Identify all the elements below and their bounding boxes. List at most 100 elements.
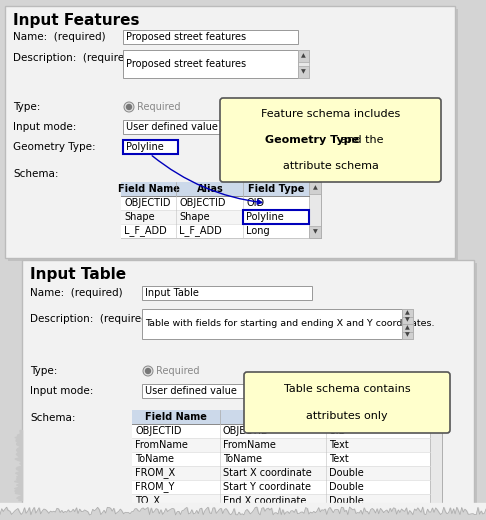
Text: OBJECTID: OBJECTID	[223, 426, 269, 436]
Polygon shape	[243, 210, 309, 224]
Polygon shape	[121, 224, 309, 238]
Polygon shape	[132, 424, 430, 438]
Text: Proposed street features: Proposed street features	[126, 32, 246, 42]
Polygon shape	[250, 378, 450, 433]
Text: End Y coordinate: End Y coordinate	[223, 510, 306, 520]
Text: Start X coordinate: Start X coordinate	[223, 468, 312, 478]
Text: Schema:: Schema:	[13, 169, 58, 179]
Polygon shape	[5, 6, 455, 258]
Text: L_F_ADD: L_F_ADD	[179, 226, 222, 237]
Polygon shape	[123, 50, 298, 78]
Text: FROM_X: FROM_X	[135, 467, 175, 478]
Text: Geometry Type and the: Geometry Type and the	[265, 135, 396, 145]
Text: OBJECTID: OBJECTID	[124, 198, 171, 208]
Polygon shape	[132, 508, 430, 520]
Polygon shape	[8, 9, 458, 261]
Polygon shape	[22, 260, 474, 510]
Polygon shape	[142, 384, 312, 398]
Polygon shape	[121, 210, 309, 224]
Text: ▲: ▲	[301, 54, 306, 58]
Polygon shape	[430, 510, 442, 520]
Text: Text: Text	[329, 440, 348, 450]
Text: Table schema contains: Table schema contains	[284, 384, 410, 394]
Text: Shape: Shape	[124, 212, 155, 222]
Text: Field Name: Field Name	[145, 412, 207, 422]
Text: ▼: ▼	[301, 70, 306, 74]
Polygon shape	[132, 494, 430, 508]
Polygon shape	[309, 226, 321, 238]
Circle shape	[124, 102, 134, 112]
Text: OID: OID	[329, 426, 347, 436]
Polygon shape	[132, 480, 430, 494]
Text: Double: Double	[329, 510, 364, 520]
Text: ToName: ToName	[223, 454, 262, 464]
Polygon shape	[121, 196, 309, 210]
Text: Description:  (required): Description: (required)	[30, 314, 152, 324]
Text: OID: OID	[246, 198, 264, 208]
Text: ▲: ▲	[312, 186, 317, 190]
Text: Input mode:: Input mode:	[30, 386, 93, 396]
Text: Table with fields for starting and ending X and Y coordinates.: Table with fields for starting and endin…	[145, 319, 434, 329]
Text: Input Table: Input Table	[145, 288, 199, 298]
Text: Input Features: Input Features	[13, 12, 139, 28]
Text: FromName: FromName	[223, 440, 276, 450]
Text: Name:  (required): Name: (required)	[30, 288, 122, 298]
Text: Text: Text	[329, 454, 348, 464]
Circle shape	[126, 105, 132, 110]
Text: ▲: ▲	[405, 325, 410, 330]
Text: Double: Double	[329, 496, 364, 506]
Polygon shape	[123, 140, 178, 154]
Text: Required: Required	[137, 102, 180, 112]
Text: attribute schema: attribute schema	[282, 161, 379, 171]
Text: FromName: FromName	[135, 440, 188, 450]
Polygon shape	[430, 410, 442, 520]
Text: and the: and the	[336, 135, 383, 145]
Text: Long: Long	[246, 226, 270, 236]
Text: Field Name: Field Name	[118, 184, 180, 194]
Text: ▼: ▼	[312, 229, 317, 235]
Polygon shape	[298, 66, 309, 78]
Text: Required: Required	[156, 366, 199, 376]
Polygon shape	[132, 438, 430, 452]
FancyBboxPatch shape	[220, 98, 441, 182]
Text: Alias: Alias	[260, 412, 286, 422]
Text: Input mode:: Input mode:	[13, 122, 76, 132]
Polygon shape	[121, 182, 321, 238]
Text: Name:  (required): Name: (required)	[13, 32, 105, 42]
Circle shape	[143, 366, 153, 376]
Text: Description:  (required): Description: (required)	[13, 53, 135, 63]
FancyBboxPatch shape	[244, 372, 450, 433]
Polygon shape	[298, 50, 309, 62]
Text: Field Type: Field Type	[248, 184, 304, 194]
Text: End X coordinate: End X coordinate	[223, 496, 306, 506]
Polygon shape	[123, 30, 298, 44]
Polygon shape	[132, 452, 430, 466]
Text: Start Y coordinate: Start Y coordinate	[223, 482, 311, 492]
Polygon shape	[132, 410, 430, 424]
Text: Field Type: Field Type	[349, 412, 406, 422]
Polygon shape	[298, 50, 309, 78]
Text: Schema:: Schema:	[30, 413, 75, 423]
Polygon shape	[430, 410, 442, 422]
Text: Type:: Type:	[30, 366, 57, 376]
Text: Alias: Alias	[196, 184, 223, 194]
Text: ToName: ToName	[135, 454, 174, 464]
Text: TO_X: TO_X	[135, 496, 160, 506]
Text: Double: Double	[329, 482, 364, 492]
Polygon shape	[121, 182, 309, 196]
Text: L_F_ADD: L_F_ADD	[124, 226, 167, 237]
Text: Shape: Shape	[179, 212, 210, 222]
Polygon shape	[402, 309, 413, 317]
Text: OBJECTID: OBJECTID	[135, 426, 181, 436]
Text: ▼: ▼	[434, 514, 438, 518]
Polygon shape	[25, 263, 477, 513]
Text: attributes only: attributes only	[306, 411, 388, 421]
Polygon shape	[402, 317, 413, 324]
Text: ▲: ▲	[405, 310, 410, 315]
Text: User defined value: User defined value	[145, 386, 237, 396]
Text: User defined value: User defined value	[126, 122, 218, 132]
Polygon shape	[309, 182, 321, 238]
Polygon shape	[309, 182, 321, 194]
Polygon shape	[123, 120, 298, 134]
Text: Double: Double	[329, 468, 364, 478]
